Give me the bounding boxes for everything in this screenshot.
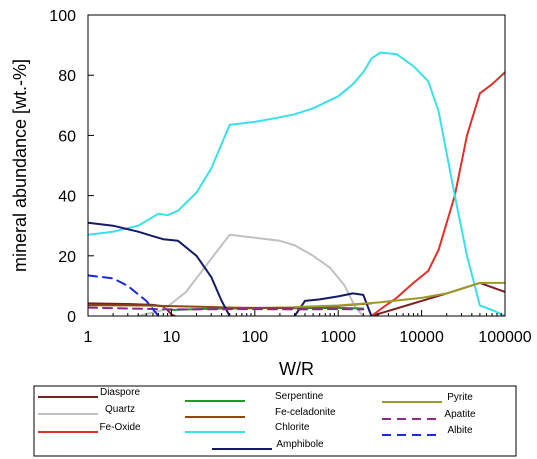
y-tick-label: 20 xyxy=(58,249,76,266)
y-tick-label: 60 xyxy=(58,128,76,145)
axis-ticks: 1 10 100 1000 10000 100000 0 20 40 60 80 100 xyxy=(49,8,532,346)
series-line-amphibole xyxy=(88,221,231,316)
series-line-diaspore-2 xyxy=(370,281,505,316)
series-line-chlorite xyxy=(88,51,505,316)
series-line-amphibole-2 xyxy=(293,292,373,316)
plot-lines xyxy=(88,51,505,316)
x-tick-label: 100000 xyxy=(478,329,531,346)
legend-label-fe-celadonite: Fe-celadonite xyxy=(275,407,336,418)
legend-label-diaspore: Diaspore xyxy=(100,387,140,398)
legend-label-quartz: Quartz xyxy=(105,404,135,415)
legend-label-albite: Albite xyxy=(447,425,472,436)
y-tick-label: 40 xyxy=(58,189,76,206)
plot-frame xyxy=(87,14,506,317)
x-tick-label: 1 xyxy=(84,329,93,346)
y-tick-label: 100 xyxy=(49,8,76,25)
y-tick-label: 0 xyxy=(67,309,76,326)
series-line-pyrite xyxy=(293,281,505,308)
y-axis-title: mineral abundance [wt.-%] xyxy=(10,59,30,272)
series-line-albite xyxy=(88,274,160,316)
x-tick-label: 10 xyxy=(163,329,181,346)
legend-label-fe-oxide: Fe-Oxide xyxy=(99,422,141,433)
legend-label-serpentine: Serpentine xyxy=(275,391,324,402)
x-tick-label: 10000 xyxy=(399,329,444,346)
x-tick-label: 1000 xyxy=(320,329,356,346)
x-axis-title: W/R xyxy=(279,359,314,379)
series-line-quartz xyxy=(137,233,365,316)
legend: Diaspore Quartz Fe-Oxide Serpentine Fe-celad… xyxy=(33,385,517,457)
y-tick-label: 80 xyxy=(58,68,76,85)
legend-label-apatite: Apatite xyxy=(444,409,476,420)
legend-label-chlorite: Chlorite xyxy=(275,422,310,433)
legend-label-amphibole: Amphibole xyxy=(276,439,324,450)
legend-label-pyrite: Pyrite xyxy=(447,392,473,403)
x-tick-label: 100 xyxy=(241,329,268,346)
legend-box xyxy=(33,385,517,457)
series-line-apatite xyxy=(88,306,365,311)
